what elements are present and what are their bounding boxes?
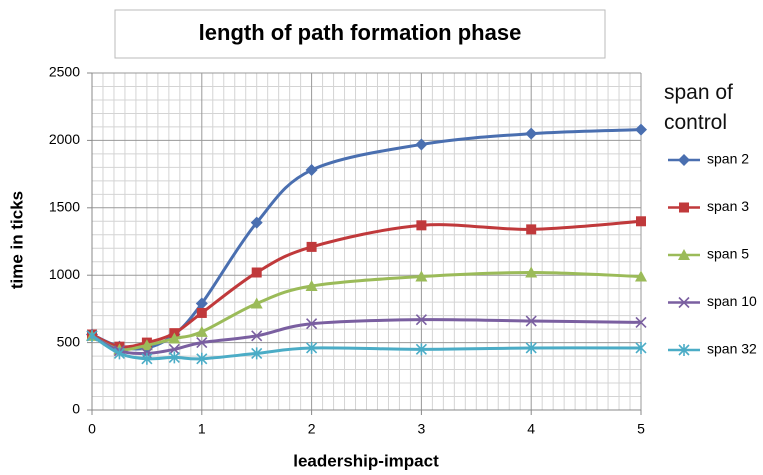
data-point [140, 339, 153, 351]
data-point [113, 347, 126, 360]
data-point [168, 332, 181, 344]
y-tick-label: 2500 [49, 64, 80, 80]
x-axis-label: leadership-impact [293, 451, 439, 470]
data-point [635, 123, 647, 136]
legend-label: span 2 [707, 151, 749, 167]
x-tick-label: 1 [198, 421, 206, 437]
data-point [86, 329, 98, 342]
data-point [305, 164, 318, 177]
data-point [635, 341, 647, 354]
data-point [415, 343, 427, 356]
chart-title: length of path formation phase [199, 20, 522, 45]
y-tick-label: 500 [57, 333, 81, 349]
data-point [196, 307, 207, 318]
data-point [251, 347, 263, 360]
data-point [635, 270, 647, 282]
data-point [415, 314, 427, 326]
data-point [196, 352, 208, 365]
x-tick-label: 3 [418, 421, 426, 437]
legend-marker [679, 202, 689, 213]
legend-marker [678, 249, 690, 260]
y-tick-label: 0 [72, 401, 80, 417]
data-point [415, 270, 428, 282]
y-tick-label: 1500 [49, 199, 80, 215]
title-box [114, 9, 606, 59]
data-point [250, 297, 263, 309]
data-point [195, 297, 208, 310]
data-point [195, 325, 208, 337]
legend-label: span 5 [707, 246, 749, 262]
data-point [251, 267, 262, 278]
data-point [526, 224, 537, 235]
legend-label: span 10 [707, 293, 757, 309]
x-tick-label: 5 [637, 421, 645, 437]
data-point [306, 318, 318, 330]
data-point [305, 279, 318, 291]
legend-marker [678, 154, 690, 166]
x-tick-label: 0 [88, 421, 96, 437]
data-point [636, 216, 646, 227]
data-point [306, 341, 318, 354]
data-point [525, 266, 538, 278]
x-tick-label: 4 [527, 421, 535, 437]
data-point [250, 216, 263, 229]
y-tick-label: 2000 [49, 131, 80, 147]
data-point [251, 330, 263, 342]
x-tick-label: 2 [308, 421, 316, 437]
legend-marker [678, 344, 690, 356]
data-point [415, 138, 428, 151]
data-point [141, 352, 153, 365]
data-point [416, 220, 427, 231]
legend-label: span 32 [707, 341, 757, 357]
legend-title: span of control [664, 81, 733, 134]
data-point [635, 316, 647, 328]
legend-label: span 3 [707, 198, 749, 214]
y-tick-label: 1000 [49, 266, 80, 282]
legend-marker [678, 296, 690, 309]
data-point [525, 127, 538, 140]
data-point [196, 337, 208, 349]
data-point [306, 241, 317, 252]
data-point [168, 343, 180, 355]
data-point [525, 341, 537, 354]
data-point [525, 315, 537, 327]
data-point [168, 351, 180, 364]
y-axis-label: time in ticks [7, 191, 26, 289]
